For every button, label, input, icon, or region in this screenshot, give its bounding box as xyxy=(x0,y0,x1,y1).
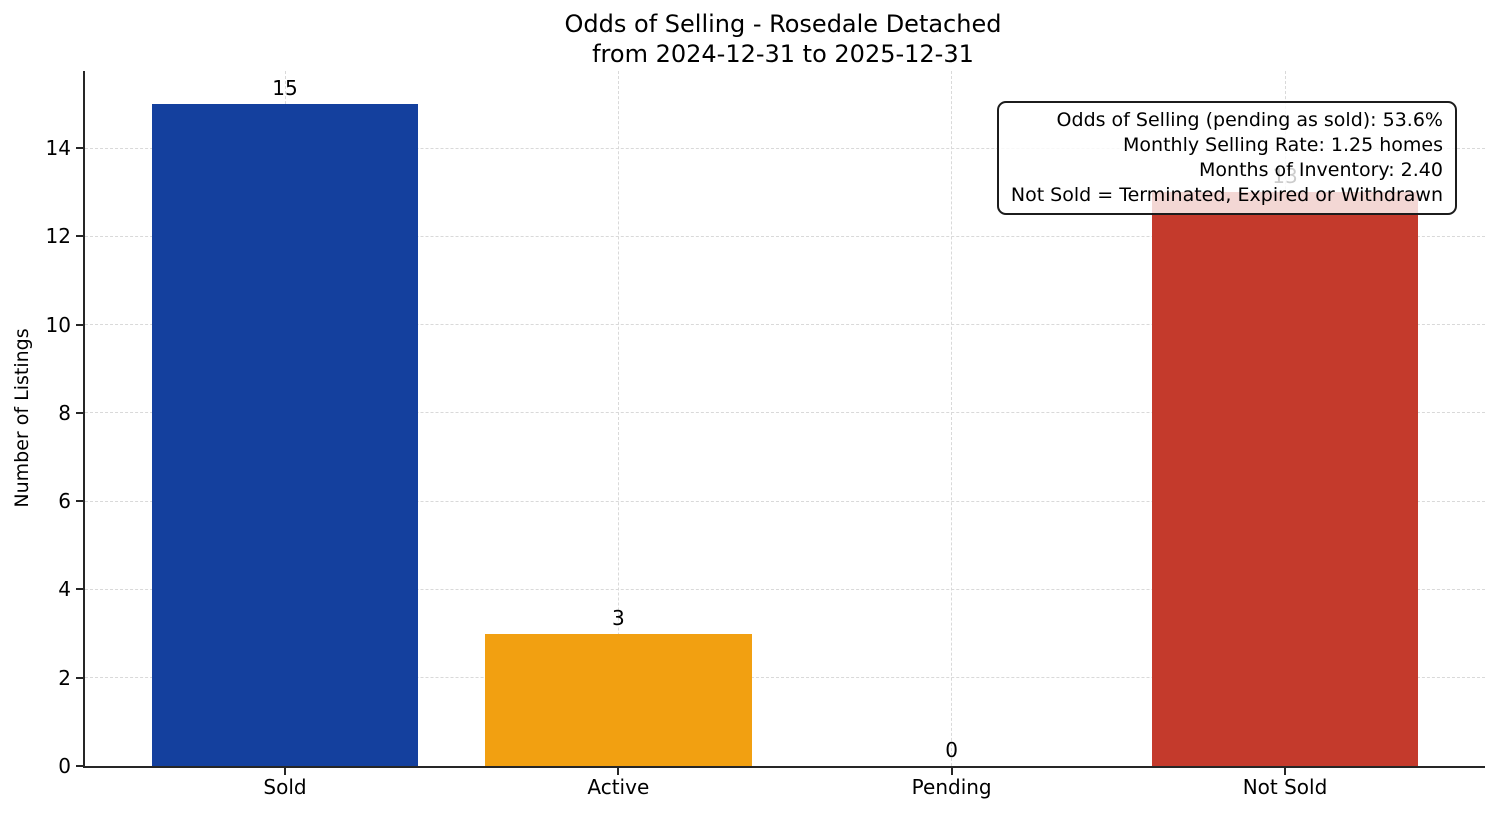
stats-annotation-box: Odds of Selling (pending as sold): 53.6%… xyxy=(996,101,1457,215)
x-tick-label: Sold xyxy=(263,775,307,799)
y-gridline xyxy=(85,324,1485,326)
chart-title-line1: Odds of Selling - Rosedale Detached xyxy=(564,10,1002,38)
x-tick-label: Pending xyxy=(911,775,992,799)
plot-area: 0 2 4 6 8 10 12 14 Sold 15 Active 3 Pending 0 Not Sold… xyxy=(46,71,1485,799)
y-tick-label: 0 xyxy=(58,754,71,778)
x-gridline xyxy=(951,71,953,766)
y-tick-mark xyxy=(76,500,83,503)
annotation-monthly-selling-rate: Monthly Selling Rate: 1.25 homes xyxy=(1123,134,1443,156)
x-tick-mark xyxy=(284,768,286,775)
bar-active xyxy=(485,633,752,766)
y-tick-label: 12 xyxy=(45,224,71,249)
x-tick-mark xyxy=(1284,768,1286,775)
x-gridline xyxy=(617,71,619,766)
annotation-months-of-inventory: Months of Inventory: 2.40 xyxy=(1199,159,1443,181)
y-tick-label: 8 xyxy=(58,400,71,425)
y-tick-label: 4 xyxy=(58,577,71,602)
annotation-odds-of-selling: Odds of Selling (pending as sold): 53.6% xyxy=(1056,109,1443,131)
y-tick-mark xyxy=(76,323,83,326)
y-gridline xyxy=(85,677,1485,679)
y-tick-mark xyxy=(76,588,83,591)
y-tick-mark xyxy=(76,147,83,150)
x-tick-mark xyxy=(950,768,953,775)
chart-title: Odds of Selling - Rosedale Detached from… xyxy=(83,9,1483,69)
y-gridline xyxy=(85,500,1485,502)
bar-value-label: 0 xyxy=(945,738,959,762)
y-gridline xyxy=(85,588,1485,590)
y-tick-mark xyxy=(76,411,83,414)
bar-not-sold xyxy=(1151,192,1419,766)
y-tick-label: 2 xyxy=(58,665,71,690)
x-tick-label: Active xyxy=(587,775,650,799)
y-gridline xyxy=(85,147,1485,149)
y-gridline xyxy=(85,235,1485,237)
x-tick-mark xyxy=(617,768,620,775)
y-tick-label: 10 xyxy=(45,312,71,337)
bar-value-label: 15 xyxy=(272,76,298,101)
y-tick-mark xyxy=(76,765,83,767)
y-gridline xyxy=(85,412,1485,414)
bar-sold xyxy=(151,104,419,766)
y-tick-mark xyxy=(76,235,83,238)
y-tick-label: 14 xyxy=(45,136,71,161)
chart-title-line2: from 2024-12-31 to 2025-12-31 xyxy=(592,40,974,68)
y-tick-label: 6 xyxy=(58,489,71,514)
y-tick-mark xyxy=(76,676,83,679)
annotation-not-sold-definition: Not Sold = Terminated, Expired or Withdr… xyxy=(1010,184,1443,206)
x-tick-label: Not Sold xyxy=(1242,775,1328,799)
bar-value-label: 3 xyxy=(611,605,625,630)
